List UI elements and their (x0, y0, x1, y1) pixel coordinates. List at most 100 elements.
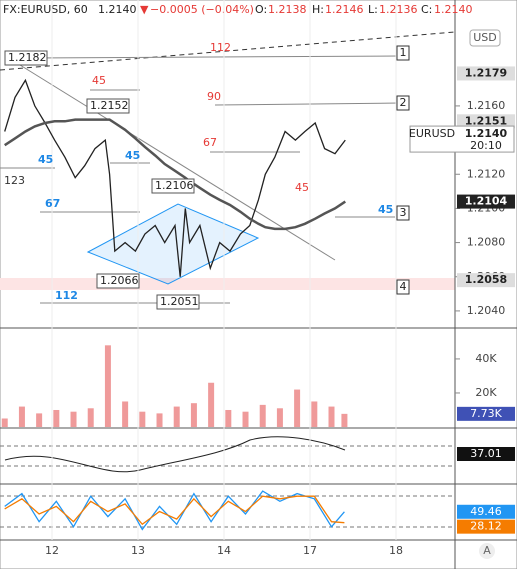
label-box (156, 294, 200, 310)
label-box (151, 178, 195, 194)
label-box (396, 45, 410, 61)
high: 1.2146 (325, 3, 364, 16)
annotation: 45 (92, 74, 106, 87)
x-tick-label: 18 (389, 544, 403, 557)
y-tick-label: 1.2120 (467, 167, 506, 180)
last-label: 37.01 (470, 447, 502, 460)
macd-line (4, 436, 346, 473)
price-label: 1.2151 (465, 114, 507, 127)
label-box (86, 98, 130, 114)
volume-bar (104, 345, 111, 427)
series-name: EURUSD (409, 127, 455, 140)
annotation: 3 (400, 206, 407, 219)
annotation: 45 (378, 203, 393, 216)
price-label-box (457, 114, 515, 129)
last-box (457, 406, 515, 421)
currency: USD (473, 31, 497, 44)
auto-label[interactable]: A (483, 544, 491, 557)
annotation: 1 (400, 46, 407, 59)
y-tick-label: 1.2040 (467, 304, 506, 317)
open-label: O: (255, 3, 267, 16)
x-tick-label: 14 (217, 544, 231, 557)
annotation: 112 (55, 289, 78, 302)
price-label-box (457, 194, 515, 209)
volume-bar (225, 409, 232, 427)
low-label: L: (368, 3, 378, 16)
header: FX:EURUSD, 60 1.2140 ▼ −0.0005 (−0.04%) … (3, 3, 473, 16)
annotation: 2 (400, 96, 407, 109)
level-lines (0, 445, 455, 528)
trend-line (0, 31, 456, 71)
channel-line (19, 64, 336, 261)
label-box (4, 50, 48, 66)
volume-bar (276, 408, 283, 427)
volume-bar (139, 411, 146, 427)
series-line (4, 495, 345, 526)
volume-bar (156, 413, 163, 427)
annotation: 1.2051 (160, 295, 199, 308)
price-label: 1.2179 (465, 66, 507, 79)
volume-bar (70, 411, 77, 427)
volume-bar (294, 389, 301, 427)
symbol: FX:EURUSD, 60 (3, 3, 88, 16)
series-line (4, 118, 346, 231)
x-tick-label: 13 (131, 544, 145, 557)
last-price: 1.2140 (98, 3, 137, 16)
annotation: 1.2106 (155, 179, 194, 192)
y-tick-label: 1.2080 (467, 236, 506, 249)
last-label: 7.73K (470, 407, 502, 420)
high-label: H: (312, 3, 324, 16)
price-label: 1.2058 (465, 273, 507, 286)
y-tick-label: 40K (475, 352, 497, 365)
volume-bar (259, 404, 266, 427)
series-line (4, 78, 346, 277)
annotation: 90 (207, 90, 221, 103)
price-label: 1.2104 (465, 195, 508, 208)
annotation: 112 (210, 41, 231, 54)
close-label: C: (421, 3, 432, 16)
last-box (457, 447, 515, 461)
annotation: 67 (203, 136, 217, 149)
price-label-box (409, 125, 515, 153)
volume-bar (341, 413, 348, 427)
price-label-box (457, 66, 515, 81)
annotation: 1.2066 (100, 274, 139, 287)
volume-bar (242, 411, 249, 427)
annotation: 45 (38, 153, 53, 166)
volume-bar (173, 406, 180, 427)
price-label-box (457, 273, 515, 288)
x-tick-label: 12 (45, 544, 59, 557)
time-label: 20:10 (470, 139, 502, 152)
volume-bar (18, 406, 25, 427)
volume-bar (122, 401, 129, 427)
label-box (396, 95, 410, 111)
volume-bar (311, 401, 318, 427)
annotation: 45 (295, 181, 309, 194)
annotation: 123 (4, 174, 25, 187)
arrow: ▼ (140, 3, 149, 16)
annotation: 1.2182 (8, 51, 47, 64)
label-box (96, 273, 140, 289)
change: −0.0005 (−0.04%) (150, 3, 254, 16)
price-label: 1.2140 (465, 127, 508, 140)
open: 1.2138 (268, 3, 307, 16)
volume-bar (87, 408, 94, 427)
volume-bar (1, 418, 8, 427)
low: 1.2136 (379, 3, 418, 16)
y-tick-label: 1.2160 (467, 99, 506, 112)
label-box (396, 279, 410, 295)
close: 1.2140 (434, 3, 473, 16)
currency-box (469, 29, 501, 47)
x-tick-label: 17 (303, 544, 317, 557)
volume-bar (190, 403, 197, 427)
y-tick-label: 20K (475, 386, 497, 399)
auto-button[interactable] (479, 543, 495, 559)
annotation: 67 (45, 197, 60, 210)
volume-bar (36, 413, 43, 427)
label-box (396, 205, 410, 221)
annotation: 4 (400, 280, 407, 293)
annotation: 45 (125, 149, 140, 162)
volume-bar (208, 382, 215, 427)
